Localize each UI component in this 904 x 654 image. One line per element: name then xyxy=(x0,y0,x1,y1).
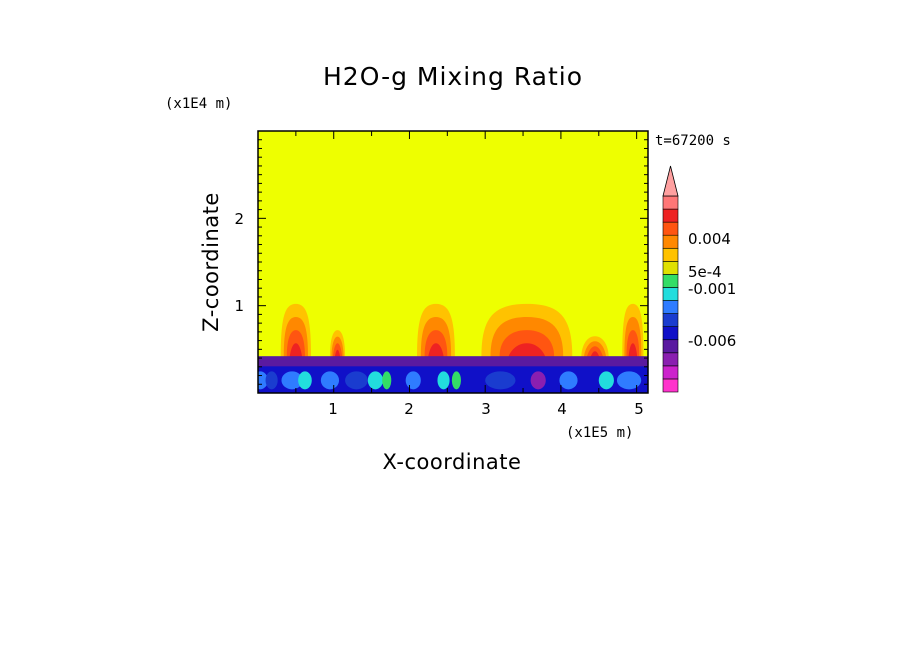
colorbar-swatch-9 xyxy=(662,261,679,275)
boundary-layer-top-band xyxy=(258,356,648,367)
y-axis-label: Z-coordinate xyxy=(199,192,223,332)
colorbar-swatch-12 xyxy=(662,221,679,236)
colorbar-label-0.004: 0.004 xyxy=(688,230,731,248)
tick-marks xyxy=(258,131,648,393)
x-tick-label-3: 3 xyxy=(481,400,491,418)
colorbar-swatch-2 xyxy=(662,352,679,367)
plume-1-level-3 xyxy=(334,349,341,358)
boundary-patch-15 xyxy=(616,371,642,390)
boundary-patch-4 xyxy=(320,371,340,390)
colorbar-swatch-11 xyxy=(662,234,679,249)
boundary-patch-2 xyxy=(281,371,303,390)
colorbar-swatch-6 xyxy=(662,300,679,314)
boundary-patch-0 xyxy=(258,371,268,390)
colorbar xyxy=(662,165,679,393)
x-tick-label-4: 4 xyxy=(557,400,567,418)
colorbar-swatch-8 xyxy=(662,274,679,288)
boundary-layer xyxy=(258,356,648,393)
plume-5-level-3 xyxy=(628,343,638,357)
x-tick-label-1: 1 xyxy=(328,400,338,418)
boundary-patch-8 xyxy=(405,371,421,390)
x-tick-label-2: 2 xyxy=(404,400,414,418)
x-axis-label: X-coordinate xyxy=(383,450,522,474)
plume-3-level-3 xyxy=(508,343,546,357)
boundary-patch-1 xyxy=(265,371,278,390)
colorbar-label-5e-4: 5e-4 xyxy=(688,263,722,281)
plume-2-level-3 xyxy=(428,343,444,357)
y-unit-label: (x1E4 m) xyxy=(165,96,232,112)
boundary-patch-12 xyxy=(530,371,546,390)
boundary-patch-7 xyxy=(382,371,392,390)
plume-0-level-3 xyxy=(289,343,302,357)
boundary-patch-14 xyxy=(598,371,614,390)
time-label: t=67200 s xyxy=(655,133,731,149)
boundary-patch-9 xyxy=(437,371,450,390)
colorbar-swatch-13 xyxy=(662,208,679,223)
boundary-patch-11 xyxy=(485,371,516,390)
colorbar-swatch-5 xyxy=(662,313,679,327)
colorbar-swatch-4 xyxy=(662,326,679,341)
heatmap-field xyxy=(258,131,648,393)
plume-4-level-3 xyxy=(589,351,601,359)
colorbar-swatch-14 xyxy=(662,195,679,210)
y-tick-label-1: 1 xyxy=(234,297,244,315)
colorbar-swatch-10 xyxy=(662,247,679,262)
chart-title: H2O-g Mixing Ratio xyxy=(323,62,583,91)
boundary-patch-13 xyxy=(559,371,578,390)
colorbar-swatch-7 xyxy=(662,287,679,301)
colorbar-label-neg-0.006: -0.006 xyxy=(688,332,736,350)
colorbar-label-neg-0.001: -0.001 xyxy=(688,280,736,298)
colorbar-swatch-0 xyxy=(662,378,679,393)
colorbar-swatch-3 xyxy=(662,339,679,354)
x-unit-label: (x1E5 m) xyxy=(566,425,633,441)
boundary-patch-6 xyxy=(367,371,383,390)
boundary-patch-3 xyxy=(298,371,312,390)
boundary-patch-10 xyxy=(451,371,461,390)
colorbar-swatch-1 xyxy=(662,365,679,380)
plume-layer xyxy=(280,303,644,359)
boundary-patch-5 xyxy=(345,371,368,390)
x-tick-label-5: 5 xyxy=(634,400,644,418)
colorbar-over-arrow xyxy=(662,165,679,197)
y-tick-label-2: 2 xyxy=(234,210,244,228)
